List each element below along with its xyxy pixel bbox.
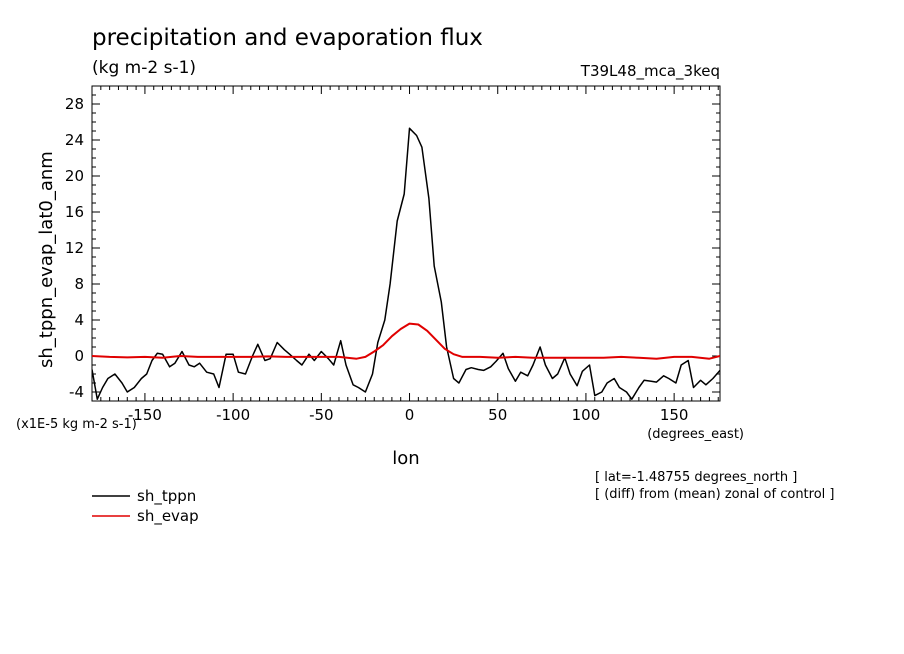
y-axis-ticks: -4 0 4 8 12 16 20 24 28 [65,94,720,401]
x-axis-units: (degrees_east) [647,427,744,442]
y-tick-label: 4 [74,311,84,329]
y-tick-label: 12 [65,239,84,257]
x-tick-label: 150 [660,406,689,424]
y-scale-note: (x1E-5 kg m-2 s-1) [16,417,137,432]
annotation-diff: [ (diff) from (mean) zonal of control ] [595,487,834,502]
annotation-lat: [ lat=-1.48755 degrees_north ] [595,470,797,485]
y-tick-label: 20 [65,167,84,185]
series-line-sh-evap [92,322,720,360]
series-layer [92,127,720,400]
plot-frame [91,85,721,402]
y-tick-label: 16 [65,203,84,221]
y-tick-label: 8 [74,275,84,293]
chart-title: precipitation and evaporation flux [92,25,483,51]
legend-label-sh-evap: sh_evap [137,507,199,526]
y-axis-label: sh_tppn_evap_lat0_anm [36,151,57,368]
y-tick-label: 28 [65,95,84,113]
x-tick-label: -50 [309,406,334,424]
x-tick-label: 50 [488,406,507,424]
run-label: T39L48_mca_3keq [580,62,720,81]
y-tick-label: 24 [65,131,84,149]
plot-area: -4 0 4 8 12 16 20 24 28 -150 -100 -50 0 50 100 150 [65,85,721,424]
x-axis-ticks: -150 -100 -50 0 50 100 150 [100,86,719,424]
y-tick-label: -4 [69,383,84,401]
legend: sh_tppn sh_evap [92,487,199,526]
x-tick-label: -100 [216,406,250,424]
legend-label-sh-tppn: sh_tppn [137,487,196,506]
series-line-sh-tppn [92,127,720,400]
y-tick-label: 0 [74,347,84,365]
x-axis-label: lon [392,448,419,469]
x-tick-label: 0 [405,406,415,424]
x-tick-label: 100 [572,406,601,424]
chart-units: (kg m-2 s-1) [92,58,196,78]
x-tick-label: -150 [128,406,162,424]
